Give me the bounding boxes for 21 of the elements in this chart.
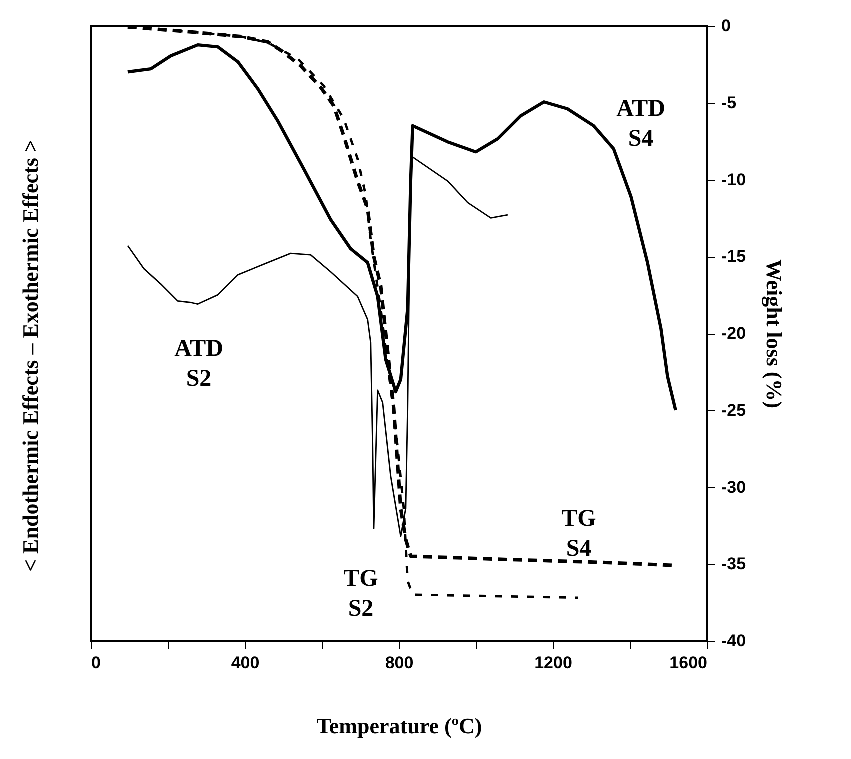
y2-tick-label: -10 [722,170,746,190]
x-tick-label: 0 [92,654,101,672]
y2-tick-label: -25 [722,400,746,420]
y-axis-title: < Endothermic Effects – Exothermic Effects > [18,140,43,572]
annotation: ATD S2 [174,336,224,392]
y2-tick-label: 0 [722,16,731,36]
annotation: TG S4 [562,506,597,562]
x-axis-title: Temperature (ºC) [316,714,482,738]
annotation: ATD S4 [616,96,666,152]
x-tick-label: 1600 [670,654,708,672]
y2-tick-label: -20 [722,324,746,343]
y2-tick-label: -40 [722,632,746,650]
x-tick-label: 800 [385,654,414,672]
y2-tick-label: -5 [722,93,737,112]
x-tick-label: 400 [231,654,260,672]
y2-tick-label: -35 [722,554,746,574]
annotation: TG S2 [344,566,379,622]
y2-axis-title: Weight loss (%) [762,259,788,409]
x-tick-label: 1200 [534,654,572,672]
y2-tick-label: -30 [722,478,746,497]
y2-tick-label: -15 [722,247,746,266]
